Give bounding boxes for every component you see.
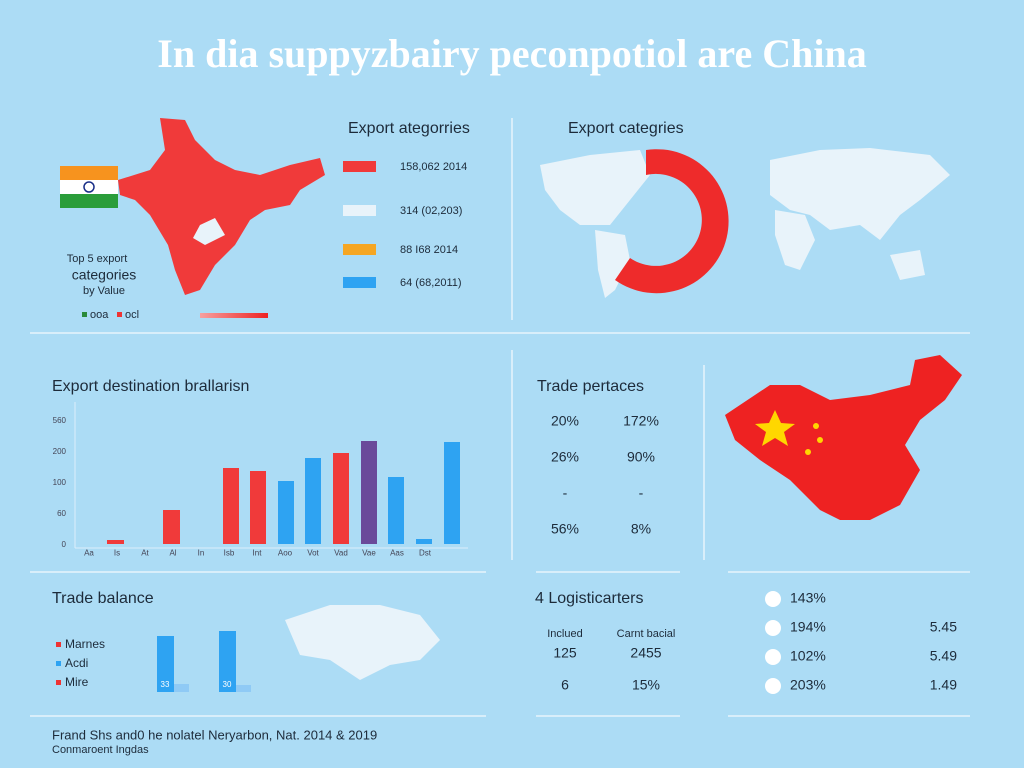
cell: 102% (790, 648, 826, 664)
legend-swatch (117, 312, 122, 317)
donut-arc (615, 149, 729, 294)
legend-value: 64 (68,2011) (400, 277, 462, 289)
panel-title: Trade balance (52, 590, 154, 607)
panel-title: Export ategorries (348, 120, 470, 137)
cell: - (563, 485, 568, 501)
bars (107, 441, 460, 544)
legend-swatch (56, 661, 61, 666)
cell: 2455 (630, 645, 661, 661)
col-header: Carnt bacial (617, 628, 676, 640)
x-label: Vae (362, 549, 376, 558)
legend-label: Acdi (65, 656, 88, 670)
y-label: 200 (53, 447, 67, 456)
y-label: 560 (53, 416, 67, 425)
cell: 125 (553, 645, 577, 661)
legend-label: Mire (65, 675, 89, 689)
cell: - (639, 485, 644, 501)
cell: 56% (551, 521, 579, 537)
gradient-bar (200, 313, 268, 318)
panel-title: Export destination brallarisn (52, 378, 249, 395)
caption: Top 5 export (67, 253, 128, 265)
x-label: Vot (307, 549, 319, 558)
footer: Conmaroent Ingdas (52, 744, 149, 756)
bar-label: 30 (223, 680, 232, 689)
caption: by Value (83, 285, 125, 297)
legend-swatch (343, 277, 376, 288)
panel-title: 4 Logisticarters (535, 590, 644, 607)
x-label: Aoo (278, 549, 293, 558)
legend-value: 88 I68 2014 (400, 244, 458, 256)
col-header: Inclued (547, 628, 582, 640)
legend-swatch (343, 244, 376, 255)
y-label: 60 (57, 509, 66, 518)
bar (157, 636, 174, 692)
cell: 203% (790, 677, 826, 693)
cell: 8% (631, 521, 651, 537)
cell: 5.45 (930, 619, 957, 635)
y-label: 0 (62, 540, 67, 549)
legend-label: Marnes (65, 637, 105, 651)
x-label: Aas (390, 549, 404, 558)
footer: Frand Shs and0 he nolatel Neryarbon, Nat… (52, 727, 377, 742)
bullet (765, 678, 781, 694)
x-label: At (141, 549, 149, 558)
legend-value: 314 (02,203) (400, 205, 462, 217)
bar-label: 33 (161, 680, 170, 689)
india-map (118, 118, 325, 295)
china-map (725, 355, 962, 520)
title: In dia suppyzbairy peconpotiol are China (157, 31, 866, 76)
x-label: Vad (334, 549, 348, 558)
bullet (765, 649, 781, 665)
bullet (765, 591, 781, 607)
x-label: Al (169, 549, 176, 558)
bar (219, 631, 236, 692)
panel-title: Export categries (568, 120, 684, 137)
x-label: In (198, 549, 205, 558)
legend-label: ooa (90, 309, 109, 321)
x-label: Is (114, 549, 120, 558)
cell: 1.49 (930, 677, 957, 693)
bullet (765, 620, 781, 636)
small-stars (805, 423, 823, 455)
world-map (540, 148, 950, 298)
cell: 6 (561, 677, 569, 693)
cell: 26% (551, 449, 579, 465)
x-label: Aa (84, 549, 94, 558)
world-map (285, 605, 440, 680)
legend-swatch (82, 312, 87, 317)
legend-label: ocl (125, 309, 139, 321)
legend-swatch (56, 642, 61, 647)
legend-value: 158,062 2014 (400, 161, 467, 173)
bar (236, 685, 251, 692)
panel-title: Trade pertaces (537, 378, 644, 395)
cell: 143% (790, 590, 826, 606)
cell: 90% (627, 449, 655, 465)
india-flag (60, 166, 118, 208)
legend-swatch (343, 161, 376, 172)
cell: 15% (632, 677, 660, 693)
x-label: Dst (419, 549, 432, 558)
legend-swatch (56, 680, 61, 685)
star (755, 410, 795, 446)
map-region (193, 218, 225, 245)
cell: 5.49 (930, 648, 957, 664)
x-label: Isb (224, 549, 235, 558)
cell: 20% (551, 413, 579, 429)
legend-swatch (343, 205, 376, 216)
y-label: 100 (53, 478, 67, 487)
cell: 194% (790, 619, 826, 635)
caption: categories (72, 267, 137, 283)
cell: 172% (623, 413, 659, 429)
x-label: Int (253, 549, 263, 558)
bar (174, 684, 189, 692)
